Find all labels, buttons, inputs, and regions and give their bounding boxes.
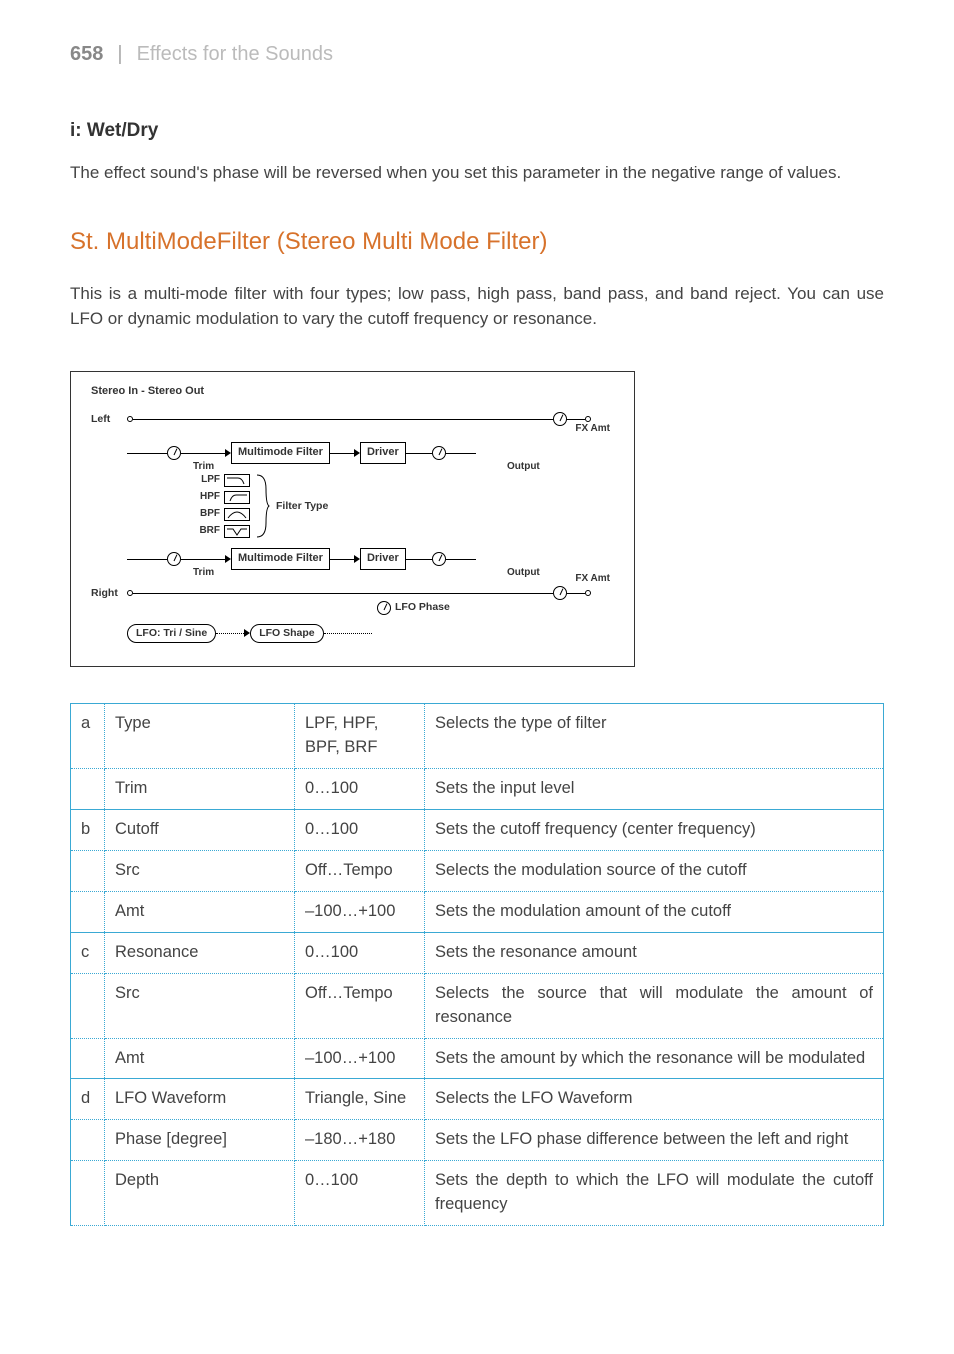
- group-cell: d: [71, 1079, 105, 1120]
- lpf-shape-icon: [224, 474, 250, 487]
- param-name-cell: Src: [105, 973, 295, 1038]
- trim-knob-icon: [167, 552, 181, 566]
- table-row: SrcOff…TempoSelects the modulation sourc…: [71, 850, 884, 891]
- param-range-cell: –180…+180: [295, 1120, 425, 1161]
- group-cell: [71, 850, 105, 891]
- param-desc-cell: Sets the input level: [425, 769, 884, 810]
- group-cell: [71, 891, 105, 932]
- section-title: Effects for the Sounds: [137, 40, 333, 69]
- param-range-cell: 0…100: [295, 932, 425, 973]
- multimode-filter-block: Multimode Filter: [231, 548, 330, 570]
- page-header: 658 | Effects for the Sounds: [70, 40, 884, 69]
- param-desc-cell: Sets the amount by which the resonance w…: [425, 1038, 884, 1079]
- param-name-cell: Depth: [105, 1161, 295, 1226]
- trim-knob-icon: [167, 446, 181, 460]
- group-cell: [71, 1120, 105, 1161]
- param-desc-cell: Sets the cutoff frequency (center freque…: [425, 809, 884, 850]
- param-desc-cell: Selects the source that will modulate th…: [425, 973, 884, 1038]
- effect-description: This is a multi-mode filter with four ty…: [70, 282, 884, 331]
- param-range-cell: LPF, HPF, BPF, BRF: [295, 704, 425, 769]
- filter-tag: BPF: [196, 507, 220, 522]
- table-row: cResonance0…100Sets the resonance amount: [71, 932, 884, 973]
- subsection-body: The effect sound's phase will be reverse…: [70, 161, 884, 186]
- fx-amt-label: FX Amt: [575, 572, 610, 587]
- hpf-shape-icon: [224, 491, 250, 504]
- param-name-cell: Resonance: [105, 932, 295, 973]
- filter-type-label: Filter Type: [276, 499, 328, 514]
- param-name-cell: Phase [degree]: [105, 1120, 295, 1161]
- bpf-shape-icon: [224, 508, 250, 521]
- group-cell: [71, 973, 105, 1038]
- table-row: dLFO WaveformTriangle, SineSelects the L…: [71, 1079, 884, 1120]
- table-row: SrcOff…TempoSelects the source that will…: [71, 973, 884, 1038]
- effect-title: St. MultiModeFilter (Stereo Multi Mode F…: [70, 225, 884, 260]
- table-row: Amt–100…+100Sets the modulation amount o…: [71, 891, 884, 932]
- fx-amt-knob-icon: [553, 412, 567, 426]
- param-desc-cell: Sets the depth to which the LFO will mod…: [425, 1161, 884, 1226]
- param-desc-cell: Sets the resonance amount: [425, 932, 884, 973]
- param-name-cell: Type: [105, 704, 295, 769]
- page-number: 658: [70, 40, 103, 69]
- brace-icon: [256, 473, 270, 539]
- right-channel-label: Right: [91, 586, 127, 601]
- signal-flow-diagram: Stereo In - Stereo Out Left FX Amt Trim …: [70, 371, 635, 667]
- multimode-filter-block: Multimode Filter: [231, 442, 330, 464]
- driver-block: Driver: [360, 442, 406, 464]
- param-name-cell: Amt: [105, 891, 295, 932]
- param-range-cell: 0…100: [295, 809, 425, 850]
- fx-amt-label: FX Amt: [575, 422, 610, 437]
- param-desc-cell: Selects the LFO Waveform: [425, 1079, 884, 1120]
- output-label: Output: [507, 460, 540, 475]
- output-knob-icon: [432, 552, 446, 566]
- lfo-shape-block: LFO Shape: [250, 624, 323, 643]
- lfo-phase-label: LFO Phase: [395, 600, 450, 615]
- table-row: Phase [degree]–180…+180Sets the LFO phas…: [71, 1120, 884, 1161]
- group-cell: [71, 1161, 105, 1226]
- group-cell: c: [71, 932, 105, 973]
- param-range-cell: –100…+100: [295, 1038, 425, 1079]
- param-desc-cell: Selects the modulation source of the cut…: [425, 850, 884, 891]
- brf-shape-icon: [224, 525, 250, 538]
- param-name-cell: Src: [105, 850, 295, 891]
- param-range-cell: –100…+100: [295, 891, 425, 932]
- filter-tag: HPF: [196, 490, 220, 505]
- param-range-cell: Off…Tempo: [295, 850, 425, 891]
- diagram-io-title: Stereo In - Stereo Out: [91, 384, 614, 400]
- lfo-source-block: LFO: Tri / Sine: [127, 624, 216, 643]
- subsection-heading: i: Wet/Dry: [70, 117, 884, 145]
- param-desc-cell: Sets the LFO phase difference between th…: [425, 1120, 884, 1161]
- table-row: aTypeLPF, HPF, BPF, BRFSelects the type …: [71, 704, 884, 769]
- table-row: Trim0…100Sets the input level: [71, 769, 884, 810]
- param-range-cell: Off…Tempo: [295, 973, 425, 1038]
- trim-label: Trim: [193, 460, 214, 475]
- group-cell: [71, 769, 105, 810]
- group-cell: [71, 1038, 105, 1079]
- output-knob-icon: [432, 446, 446, 460]
- left-channel-label: Left: [91, 412, 127, 427]
- filter-tag: LPF: [196, 473, 220, 488]
- param-desc-cell: Sets the modulation amount of the cutoff: [425, 891, 884, 932]
- param-name-cell: LFO Waveform: [105, 1079, 295, 1120]
- param-name-cell: Trim: [105, 769, 295, 810]
- group-cell: b: [71, 809, 105, 850]
- filter-type-stack: LPF HPF BPF BRF Filter Type: [196, 472, 614, 540]
- header-separator: |: [117, 40, 122, 69]
- output-node-icon: [585, 590, 591, 596]
- fx-amt-knob-icon: [553, 586, 567, 600]
- table-row: Depth0…100Sets the depth to which the LF…: [71, 1161, 884, 1226]
- param-range-cell: Triangle, Sine: [295, 1079, 425, 1120]
- param-name-cell: Amt: [105, 1038, 295, 1079]
- driver-block: Driver: [360, 548, 406, 570]
- param-range-cell: 0…100: [295, 1161, 425, 1226]
- param-name-cell: Cutoff: [105, 809, 295, 850]
- group-cell: a: [71, 704, 105, 769]
- param-range-cell: 0…100: [295, 769, 425, 810]
- filter-tag: BRF: [196, 524, 220, 539]
- parameter-table: aTypeLPF, HPF, BPF, BRFSelects the type …: [70, 703, 884, 1226]
- param-desc-cell: Selects the type of filter: [425, 704, 884, 769]
- table-row: bCutoff0…100Sets the cutoff frequency (c…: [71, 809, 884, 850]
- lfo-phase-knob-icon: [377, 601, 391, 615]
- table-row: Amt–100…+100Sets the amount by which the…: [71, 1038, 884, 1079]
